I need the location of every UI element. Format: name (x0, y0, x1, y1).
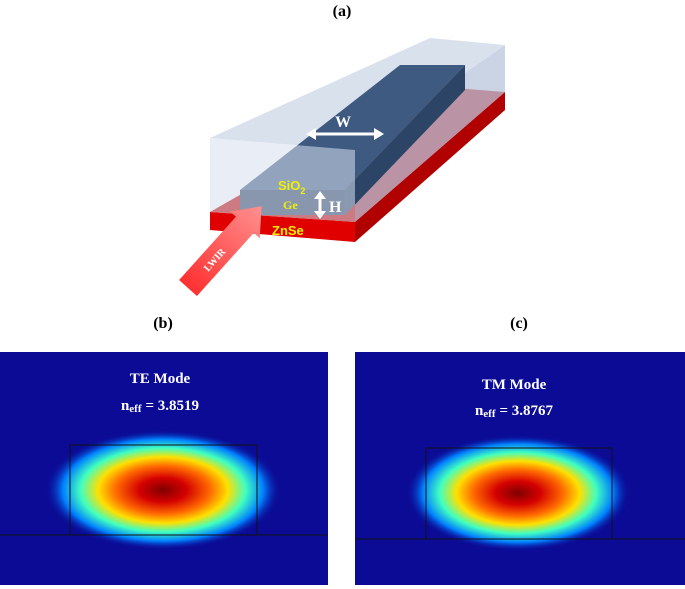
panel-label: (b) (153, 315, 173, 332)
height-label: H (329, 199, 342, 216)
mode-plot (0, 352, 328, 585)
neff-label: neff = 3.8767 (475, 403, 554, 420)
panel-label: (c) (510, 315, 528, 332)
panel-label: (a) (333, 3, 352, 20)
neff-label: neff = 3.8519 (121, 398, 199, 415)
cladding-label: SiO2 (278, 178, 305, 196)
substrate-label: ZnSe (272, 223, 304, 238)
mode-title: TM Mode (482, 377, 547, 393)
mode-plot (355, 352, 685, 585)
width-label: W (335, 114, 351, 131)
mode-title: TE Mode (130, 371, 191, 387)
waveguide-3d (179, 38, 505, 297)
core-label: Ge (283, 198, 298, 212)
